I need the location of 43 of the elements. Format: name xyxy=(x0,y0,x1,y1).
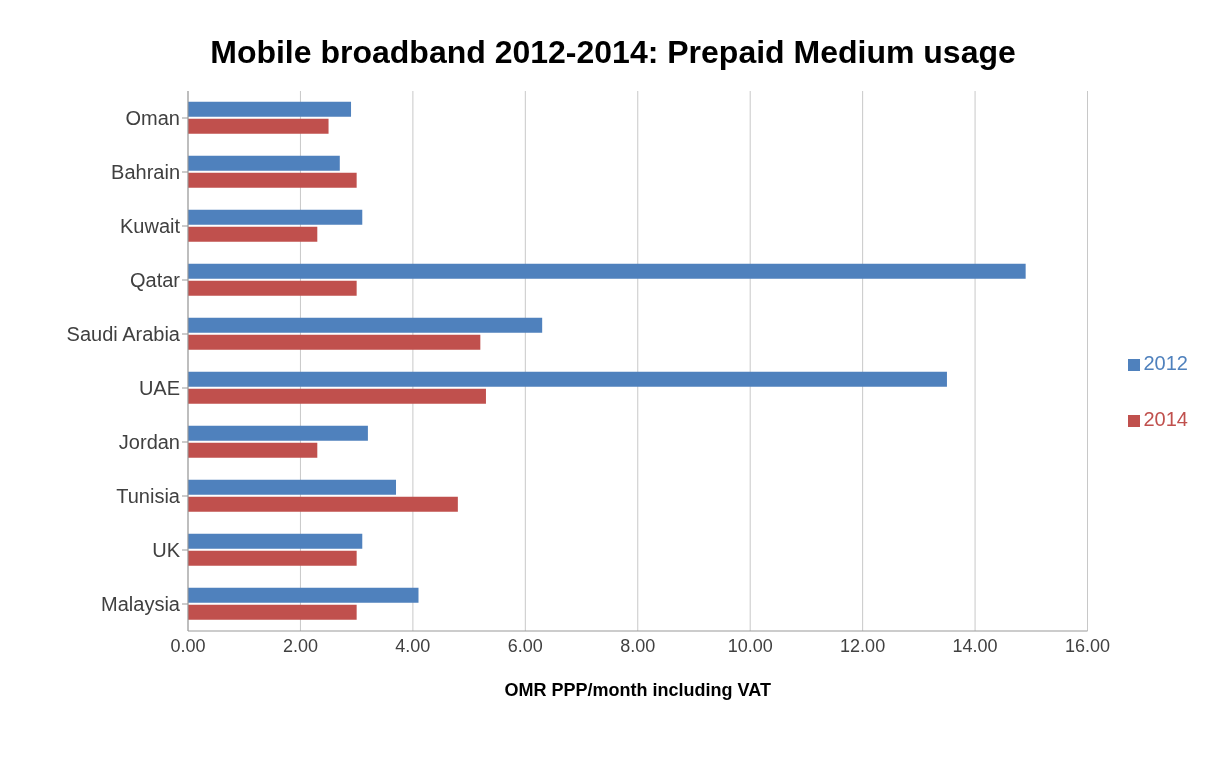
x-tick-label: 0.00 xyxy=(170,635,206,656)
bar xyxy=(188,587,419,603)
legend-label: 2012 xyxy=(1143,352,1188,374)
bar xyxy=(188,317,543,333)
y-tick-label: Tunisia xyxy=(116,485,181,508)
bar xyxy=(188,226,318,242)
x-tick-label: 2.00 xyxy=(282,635,318,656)
y-tick-label: UAE xyxy=(138,377,180,400)
bar xyxy=(188,533,363,549)
bar xyxy=(188,101,352,117)
x-tick-label: 4.00 xyxy=(395,635,431,656)
y-tick-label: Saudi Arabia xyxy=(66,323,181,346)
x-tick-label: 6.00 xyxy=(507,635,543,656)
x-tick-label: 12.00 xyxy=(840,635,886,656)
x-tick-label: 14.00 xyxy=(952,635,998,656)
bar xyxy=(188,334,481,350)
x-axis-title: OMR PPP/month including VAT xyxy=(504,680,771,700)
legend-label: 2014 xyxy=(1143,408,1188,430)
y-tick-label: Malaysia xyxy=(101,593,181,616)
bar xyxy=(188,172,357,188)
chart-title: Mobile broadband 2012-2014: Prepaid Medium usage xyxy=(209,33,1017,71)
bar xyxy=(188,263,1026,279)
y-tick-label: Qatar xyxy=(129,269,181,292)
bar xyxy=(188,425,368,441)
y-tick-label: Jordan xyxy=(118,431,180,454)
bar xyxy=(188,604,357,620)
bar xyxy=(188,550,357,566)
bar xyxy=(188,442,318,458)
y-tick-label: Bahrain xyxy=(111,161,180,184)
bar xyxy=(188,118,329,134)
bar xyxy=(188,479,397,495)
x-tick-label: 8.00 xyxy=(620,635,656,656)
y-tick-label: Kuwait xyxy=(119,215,181,238)
x-tick-label: 10.00 xyxy=(727,635,773,656)
bar xyxy=(188,496,458,512)
y-tick-label: Oman xyxy=(125,107,180,130)
bar xyxy=(188,280,357,296)
x-tick-label: 16.00 xyxy=(1064,635,1111,656)
bar xyxy=(188,155,340,171)
bar xyxy=(188,209,363,225)
bar xyxy=(188,371,947,387)
y-tick-label: UK xyxy=(152,539,181,562)
bar xyxy=(188,388,486,404)
